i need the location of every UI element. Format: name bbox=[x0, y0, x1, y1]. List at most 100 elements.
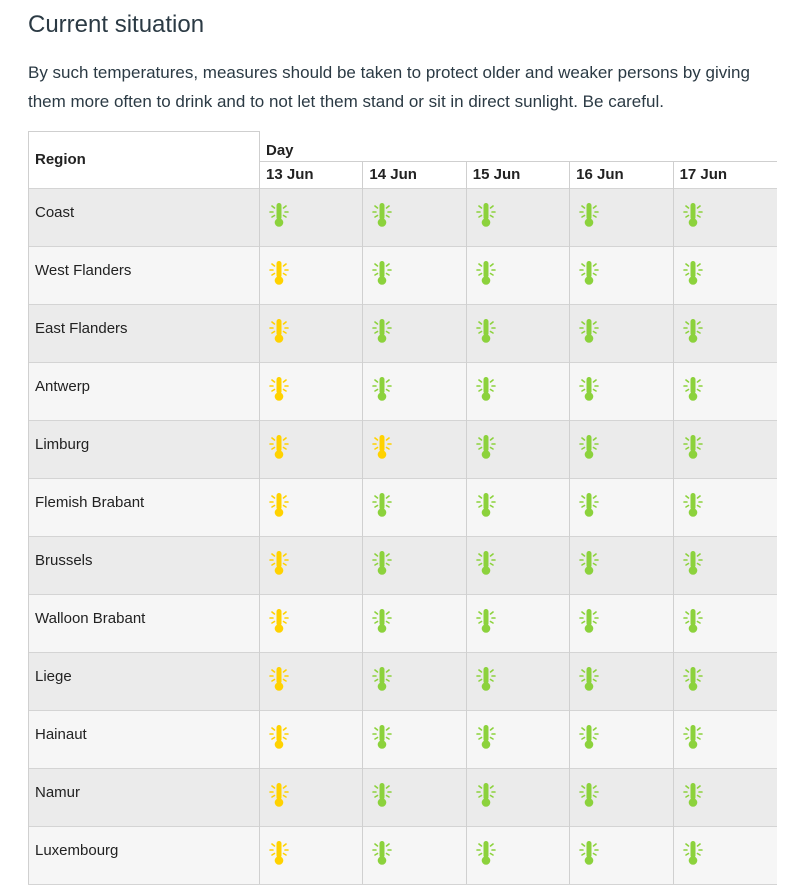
warning-cell bbox=[672, 361, 777, 420]
warning-cell bbox=[362, 709, 467, 768]
region-name: Antwerp bbox=[28, 361, 260, 420]
warning-cell bbox=[672, 477, 777, 536]
warning-cell bbox=[672, 651, 777, 710]
warning-cell bbox=[362, 477, 467, 536]
region-name: West Flanders bbox=[28, 245, 260, 304]
table-row: Antwerp bbox=[28, 361, 777, 420]
thermometer-icon bbox=[371, 202, 465, 228]
thermometer-icon bbox=[268, 260, 362, 286]
thermometer-icon bbox=[578, 260, 672, 286]
thermometer-icon bbox=[682, 376, 777, 402]
thermometer-icon bbox=[268, 376, 362, 402]
table-row: Liege bbox=[28, 651, 777, 710]
thermometer-icon bbox=[475, 840, 569, 866]
thermometer-icon bbox=[268, 318, 362, 344]
thermometer-icon bbox=[578, 666, 672, 692]
warning-cell bbox=[672, 593, 777, 652]
warning-cell bbox=[465, 361, 570, 420]
region-name: Walloon Brabant bbox=[28, 593, 260, 652]
warning-cell bbox=[362, 419, 467, 478]
warning-cell bbox=[258, 593, 363, 652]
region-name: Hainaut bbox=[28, 709, 260, 768]
thermometer-icon bbox=[682, 492, 777, 518]
thermometer-icon bbox=[578, 492, 672, 518]
thermometer-icon bbox=[371, 434, 465, 460]
thermometer-icon bbox=[475, 318, 569, 344]
warning-cell bbox=[465, 593, 570, 652]
thermometer-icon bbox=[682, 782, 777, 808]
thermometer-icon bbox=[578, 840, 672, 866]
warning-cell bbox=[258, 361, 363, 420]
warning-cell bbox=[465, 477, 570, 536]
thermometer-icon bbox=[682, 260, 777, 286]
thermometer-icon bbox=[682, 434, 777, 460]
warning-cell bbox=[258, 245, 363, 304]
region-name: Limburg bbox=[28, 419, 260, 478]
warning-cell bbox=[569, 593, 674, 652]
region-column-header: Region bbox=[28, 131, 260, 188]
thermometer-icon bbox=[371, 492, 465, 518]
warning-cell bbox=[672, 187, 777, 246]
warning-cell bbox=[569, 651, 674, 710]
warning-cell bbox=[569, 767, 674, 826]
warning-cell bbox=[362, 593, 467, 652]
warning-cell bbox=[672, 767, 777, 826]
thermometer-icon bbox=[578, 318, 672, 344]
warning-cell bbox=[465, 303, 570, 362]
table-row: Hainaut bbox=[28, 709, 777, 768]
thermometer-icon bbox=[371, 376, 465, 402]
table-body: Coast West Flanders East Flanders Antwerp Li… bbox=[28, 187, 777, 885]
thermometer-icon bbox=[578, 782, 672, 808]
warning-cell bbox=[362, 767, 467, 826]
thermometer-icon bbox=[371, 550, 465, 576]
warning-cell bbox=[362, 245, 467, 304]
region-name: Namur bbox=[28, 767, 260, 826]
warning-cell bbox=[569, 245, 674, 304]
thermometer-icon bbox=[682, 608, 777, 634]
day-column-header: Day bbox=[259, 131, 777, 161]
day-header-1: 13 Jun bbox=[258, 160, 363, 188]
warning-cell bbox=[362, 303, 467, 362]
warning-cell bbox=[465, 419, 570, 478]
thermometer-icon bbox=[371, 782, 465, 808]
thermometer-icon bbox=[475, 202, 569, 228]
table-row: Namur bbox=[28, 767, 777, 826]
thermometer-icon bbox=[578, 608, 672, 634]
warning-cell bbox=[672, 245, 777, 304]
table-row: Flemish Brabant bbox=[28, 477, 777, 536]
thermometer-icon bbox=[268, 434, 362, 460]
thermometer-icon bbox=[268, 724, 362, 750]
warning-cell bbox=[569, 361, 674, 420]
warning-cell bbox=[258, 419, 363, 478]
warning-cell bbox=[569, 187, 674, 246]
thermometer-icon bbox=[371, 608, 465, 634]
warning-cell bbox=[258, 477, 363, 536]
thermometer-icon bbox=[371, 840, 465, 866]
warning-cell bbox=[672, 419, 777, 478]
thermometer-icon bbox=[371, 666, 465, 692]
thermometer-icon bbox=[682, 550, 777, 576]
warning-cell bbox=[672, 825, 777, 885]
warning-cell bbox=[465, 651, 570, 710]
thermometer-icon bbox=[682, 840, 777, 866]
region-name: East Flanders bbox=[28, 303, 260, 362]
thermometer-icon bbox=[578, 724, 672, 750]
thermometer-icon bbox=[578, 202, 672, 228]
thermometer-icon bbox=[578, 434, 672, 460]
thermometer-icon bbox=[371, 260, 465, 286]
thermometer-icon bbox=[371, 724, 465, 750]
region-name: Flemish Brabant bbox=[28, 477, 260, 536]
day-header-4: 16 Jun bbox=[569, 160, 674, 188]
warning-cell bbox=[465, 187, 570, 246]
thermometer-icon bbox=[371, 318, 465, 344]
warning-cell bbox=[672, 535, 777, 594]
warning-cell bbox=[258, 303, 363, 362]
thermometer-icon bbox=[682, 318, 777, 344]
table-row: Walloon Brabant bbox=[28, 593, 777, 652]
warning-cell bbox=[258, 651, 363, 710]
thermometer-icon bbox=[268, 666, 362, 692]
warning-cell bbox=[258, 535, 363, 594]
warning-cell bbox=[465, 245, 570, 304]
thermometer-icon bbox=[682, 666, 777, 692]
